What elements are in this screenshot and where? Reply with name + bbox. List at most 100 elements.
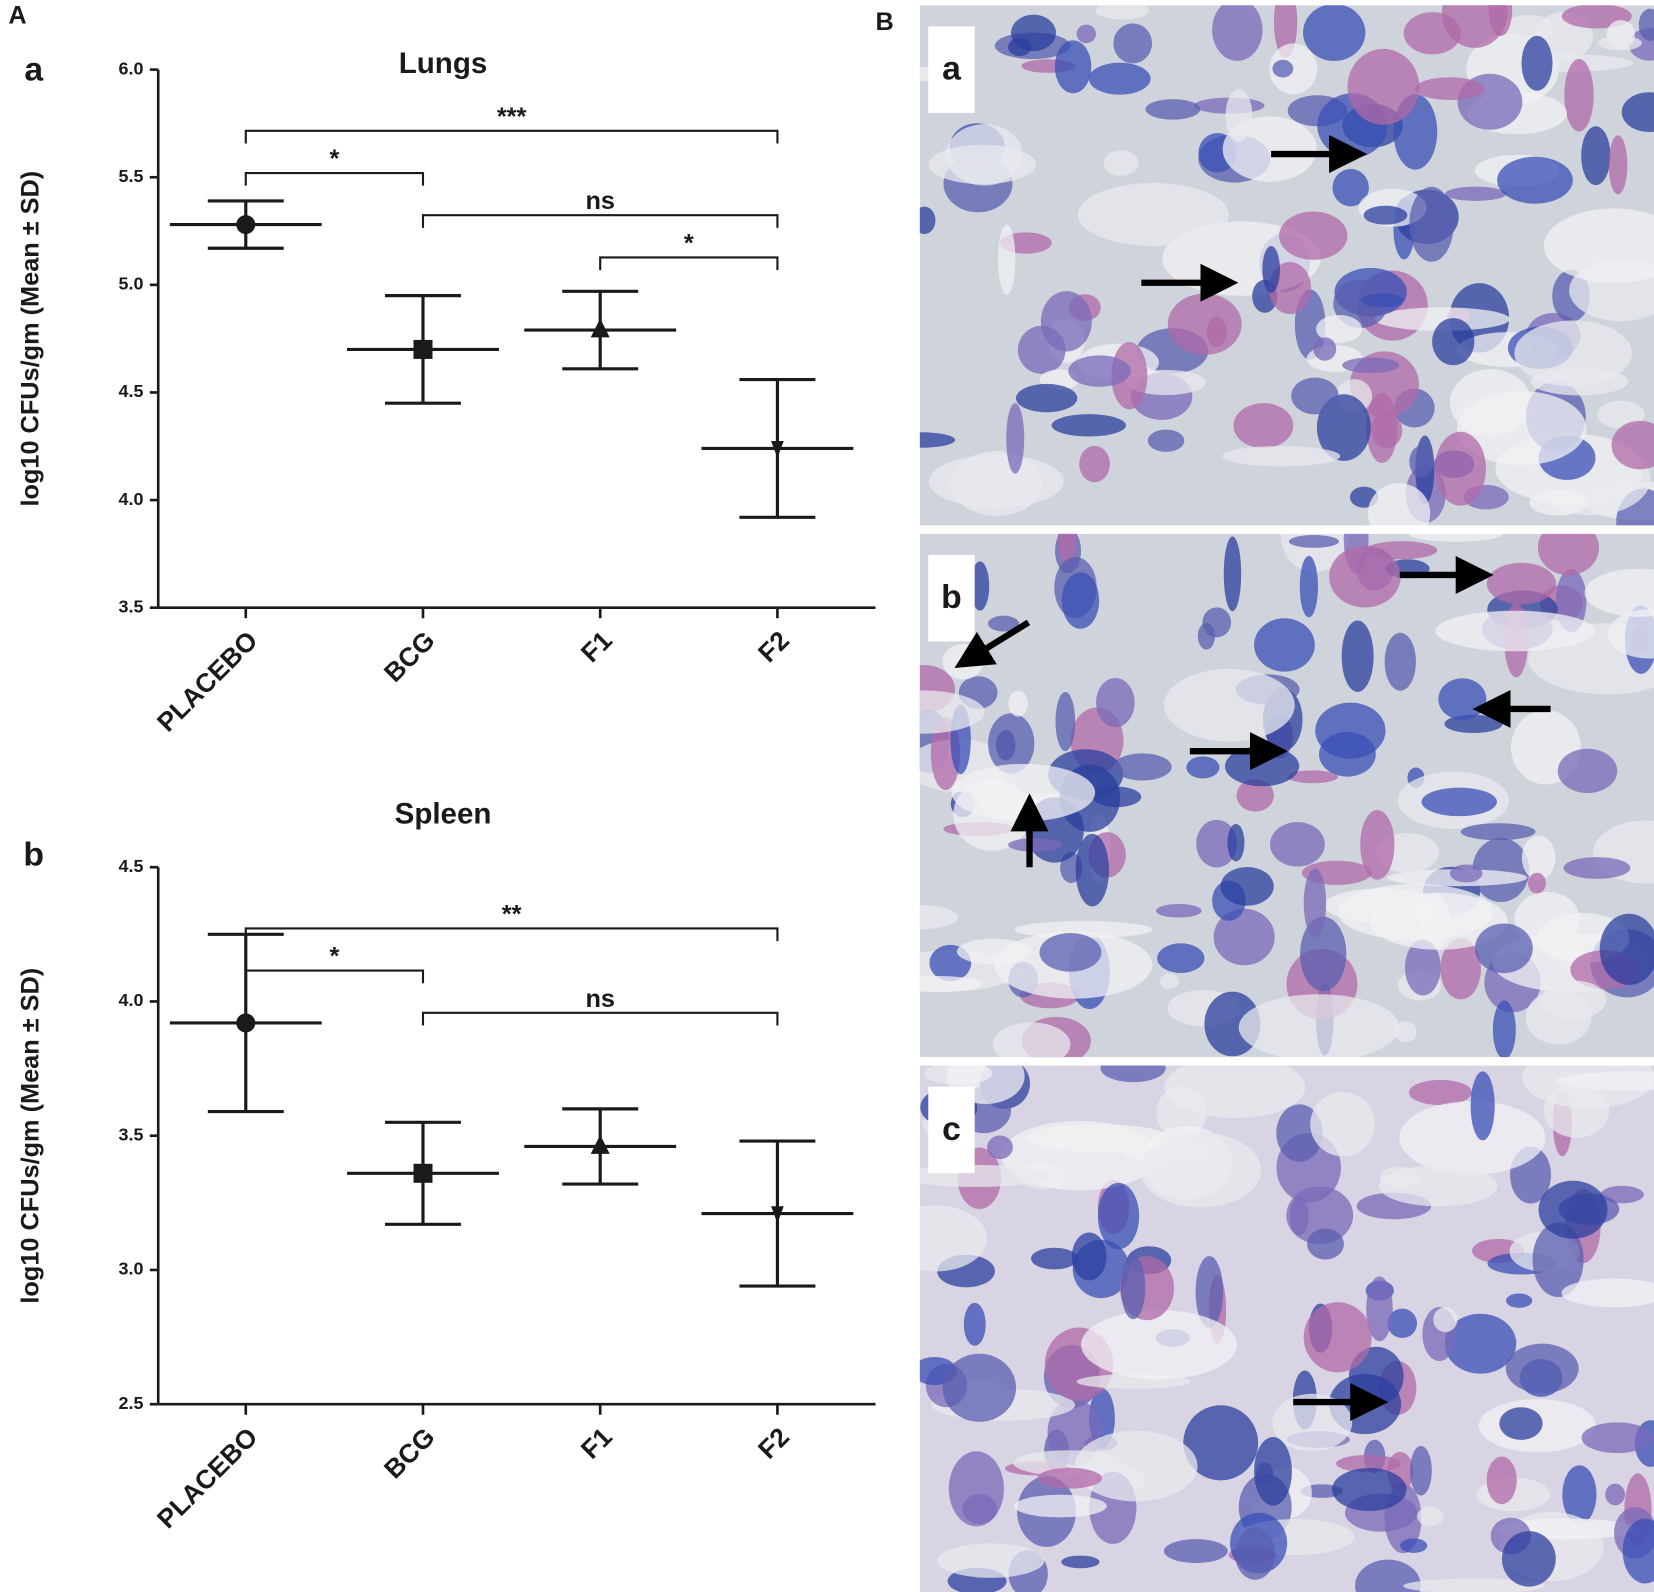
panel-label: A — [8, 2, 26, 30]
tissue — [1355, 1559, 1421, 1592]
tissue — [1223, 536, 1242, 612]
x-tick-label: F1 — [575, 1422, 618, 1465]
tissue — [1254, 618, 1315, 672]
tissue — [1236, 778, 1274, 812]
tissue — [1408, 533, 1503, 542]
tissue — [1421, 787, 1497, 817]
tissue — [1400, 1538, 1428, 1553]
tissue — [1492, 1000, 1516, 1058]
tissue — [1543, 208, 1654, 284]
tissue — [1399, 1101, 1546, 1175]
tissue — [1076, 24, 1097, 44]
tissue — [919, 975, 983, 993]
tissue — [1013, 1450, 1124, 1476]
tissue — [1088, 62, 1151, 95]
tissue — [1160, 973, 1180, 989]
tissue — [1341, 620, 1374, 692]
tissue — [1598, 35, 1642, 51]
tissue — [1474, 923, 1533, 974]
tissue — [1622, 1518, 1654, 1584]
tissue — [1270, 821, 1325, 867]
x-tick-label: F2 — [752, 625, 795, 668]
tissue — [1167, 293, 1242, 356]
tissue — [1472, 837, 1530, 903]
y-tick-label: 4.0 — [119, 990, 144, 1010]
x-tick-label: F1 — [575, 625, 618, 668]
tissue — [951, 763, 1096, 822]
tissue — [1055, 692, 1076, 752]
tissue — [942, 1353, 1017, 1422]
y-tick-label: 3.5 — [119, 1124, 144, 1144]
tissue — [1331, 1468, 1407, 1512]
tissue — [1272, 1393, 1353, 1452]
tissue — [1529, 490, 1588, 516]
tissue — [992, 1022, 1071, 1058]
tissue — [1342, 357, 1400, 374]
tissue — [1505, 1293, 1533, 1308]
micrographs: a b c — [919, 5, 1654, 1592]
tissue — [1470, 1071, 1495, 1141]
tissue — [1403, 1578, 1546, 1592]
marker — [590, 1134, 610, 1154]
tissue — [998, 224, 1016, 295]
tissue — [1079, 445, 1110, 483]
tissue — [1599, 913, 1654, 985]
tissue — [1608, 135, 1628, 195]
tissue — [1563, 857, 1631, 879]
tissue — [948, 1451, 1004, 1527]
tissue — [1505, 1343, 1579, 1394]
tissue — [945, 124, 1023, 186]
tissue — [1408, 1079, 1473, 1106]
tissue — [1387, 1308, 1418, 1338]
tissue — [988, 713, 1035, 774]
tissue — [1525, 990, 1592, 1045]
tissue — [1077, 182, 1229, 247]
tissue — [1291, 377, 1339, 415]
tissue — [1303, 5, 1366, 61]
tissue — [1561, 1278, 1654, 1308]
tissue — [1410, 1445, 1432, 1496]
significance-bracket — [599, 256, 779, 271]
significance-bracket — [244, 969, 425, 984]
tissue — [1008, 838, 1063, 852]
tissue — [1532, 1222, 1584, 1298]
tissue — [1163, 1539, 1228, 1564]
tissue — [1039, 932, 1102, 972]
tissue — [1307, 1228, 1344, 1260]
tissue — [1010, 14, 1056, 52]
micrograph: b — [919, 533, 1654, 1058]
chart-title: Lungs — [399, 47, 488, 80]
significance-bracket — [244, 927, 779, 942]
tissue — [1157, 943, 1205, 974]
tissue — [1095, 5, 1149, 20]
tissue — [919, 1205, 988, 1272]
micrograph-label: c — [942, 1110, 961, 1148]
tissue — [1555, 1071, 1654, 1091]
tissue — [1605, 1483, 1626, 1506]
tissue — [1414, 77, 1485, 100]
tissue — [1057, 533, 1078, 566]
tissue — [1061, 572, 1100, 629]
tissue — [1332, 168, 1369, 207]
tissue — [1164, 668, 1295, 742]
significance-bracket — [244, 171, 425, 186]
tissue — [1488, 5, 1513, 37]
tissue — [1100, 1065, 1166, 1083]
tissue — [1366, 1276, 1393, 1342]
tissue — [1611, 420, 1654, 470]
tissue — [1212, 5, 1263, 61]
tissue — [1015, 383, 1078, 413]
tissue — [1113, 23, 1153, 64]
tissue — [1316, 394, 1371, 461]
tissue — [1013, 1494, 1107, 1518]
label-box — [928, 554, 975, 642]
tissue — [1206, 316, 1227, 348]
tissue — [1112, 753, 1172, 781]
tissue — [970, 561, 990, 611]
significance-label: ** — [502, 900, 522, 928]
significance-bracket — [421, 214, 779, 228]
tissue — [1409, 186, 1454, 262]
x-tick-label: PLACEBO — [151, 1422, 263, 1534]
tissue — [1061, 1555, 1100, 1569]
